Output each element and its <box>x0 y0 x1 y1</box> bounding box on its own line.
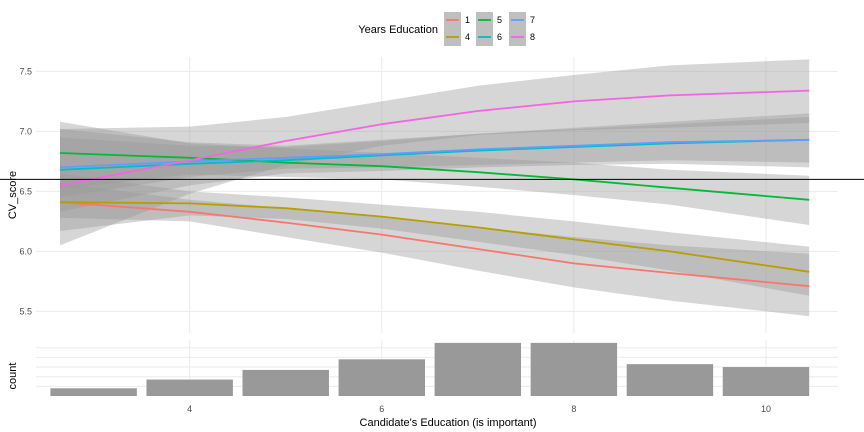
legend-key-7 <box>509 12 526 29</box>
x-tick-label: 4 <box>187 404 192 414</box>
y-tick-label: 5.5 <box>19 306 32 316</box>
legend-key-1 <box>444 12 461 29</box>
y-tick-label: 7.0 <box>19 126 32 136</box>
y-tick-label: 6.0 <box>19 246 32 256</box>
count-bar <box>338 359 425 396</box>
count-bar <box>242 369 329 396</box>
y-tick-label: 6.5 <box>19 186 32 196</box>
main-panel-grid <box>36 57 838 333</box>
series-line-1 <box>59 201 810 288</box>
count-bars <box>50 342 810 396</box>
count-bar <box>50 388 137 396</box>
series-line-5 <box>59 152 810 201</box>
series-line-7 <box>59 138 810 169</box>
count-bar <box>722 367 810 396</box>
confidence-band-1 <box>60 183 810 317</box>
legend-key-4 <box>444 29 461 46</box>
series-line-4 <box>60 201 810 273</box>
y-axis-ticks: 5.5 6.0 6.5 7.0 7.5 <box>19 66 32 316</box>
confidence-band-7 <box>60 117 810 198</box>
legend: Years Education 1 4 5 6 7 8 <box>358 12 535 46</box>
count-bar <box>626 364 714 396</box>
count-bar <box>434 342 522 396</box>
legend-label-4: 4 <box>465 32 470 42</box>
series-line-6 <box>59 138 810 171</box>
count-bar <box>530 342 618 396</box>
legend-key-5 <box>476 12 493 29</box>
legend-key-8 <box>509 29 526 46</box>
x-tick-label: 10 <box>761 404 771 414</box>
confidence-band-6 <box>60 113 810 212</box>
series-lines <box>59 89 810 288</box>
y-tick-label: 7.5 <box>19 66 32 76</box>
y-axis-title: CV_score <box>7 171 19 219</box>
legend-label-1: 1 <box>465 15 470 25</box>
count-bar <box>146 379 233 396</box>
legend-label-7: 7 <box>530 15 535 25</box>
confidence-bands <box>60 59 810 317</box>
legend-label-6: 6 <box>497 32 502 42</box>
legend-label-5: 5 <box>497 15 502 25</box>
legend-title: Years Education <box>358 24 438 36</box>
count-axis-title: count <box>7 363 19 390</box>
legend-key-6 <box>476 29 493 46</box>
x-axis-ticks: 4 6 8 10 <box>187 404 771 414</box>
legend-label-8: 8 <box>530 32 535 42</box>
x-tick-label: 8 <box>571 404 576 414</box>
confidence-band-5 <box>60 121 810 225</box>
confidence-band-4 <box>60 173 810 296</box>
x-axis-title: Candidate's Education (is important) <box>360 417 537 429</box>
series-line-8 <box>59 89 810 187</box>
x-tick-label: 6 <box>379 404 384 414</box>
confidence-band-8 <box>60 59 810 246</box>
